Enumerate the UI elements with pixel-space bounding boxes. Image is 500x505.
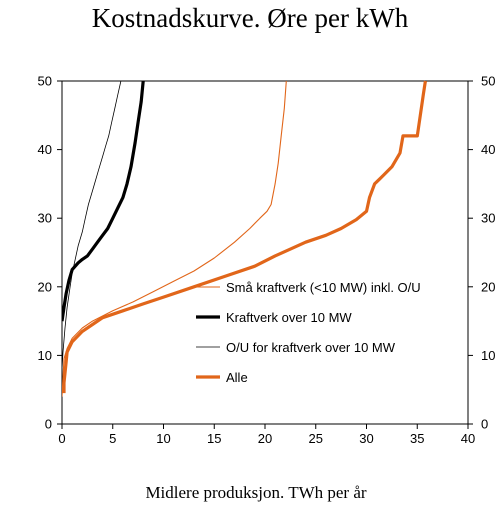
y-right-tick-label: 0 (481, 417, 488, 432)
y-right-tick-label: 50 (481, 74, 495, 89)
x-tick-label: 20 (258, 431, 272, 446)
y-right-tick-label: 20 (481, 279, 495, 294)
x-tick-label: 30 (359, 431, 373, 446)
legend-label: Kraftverk over 10 MW (226, 310, 352, 325)
y-tick-label: 40 (38, 142, 52, 157)
series-line (62, 80, 145, 322)
series-line (62, 80, 427, 394)
x-tick-label: 25 (309, 431, 323, 446)
series-line (62, 80, 122, 370)
y-tick-label: 50 (38, 74, 52, 89)
legend-label: Små kraftverk (<10 MW) inkl. O/U (226, 280, 421, 295)
y-right-tick-label: 30 (481, 211, 495, 226)
y-tick-label: 0 (45, 417, 52, 432)
y-right-tick-label: 40 (481, 142, 495, 157)
x-tick-label: 0 (58, 431, 65, 446)
y-tick-label: 30 (38, 211, 52, 226)
x-tick-label: 35 (410, 431, 424, 446)
series-line (62, 80, 287, 397)
x-axis-label: Midlere produksjon. TWh per år (145, 483, 366, 502)
y-right-tick-label: 10 (481, 348, 495, 363)
legend-label: Alle (226, 370, 248, 385)
x-tick-label: 40 (461, 431, 475, 446)
legend-label: O/U for kraftverk over 10 MW (226, 340, 396, 355)
plot-frame (61, 80, 469, 425)
plot-area: 0 5 10 15 20 25 30 35 40 0 10 20 30 40 50 0 10 20 30 40 50 Sm… (38, 74, 496, 447)
y-tick-label: 20 (38, 279, 52, 294)
y-tick-label: 10 (38, 348, 52, 363)
x-tick-label: 5 (109, 431, 116, 446)
chart-title: Kostnadskurve. Øre per kWh (92, 3, 409, 33)
x-tick-label: 10 (156, 431, 170, 446)
x-tick-label: 15 (207, 431, 221, 446)
